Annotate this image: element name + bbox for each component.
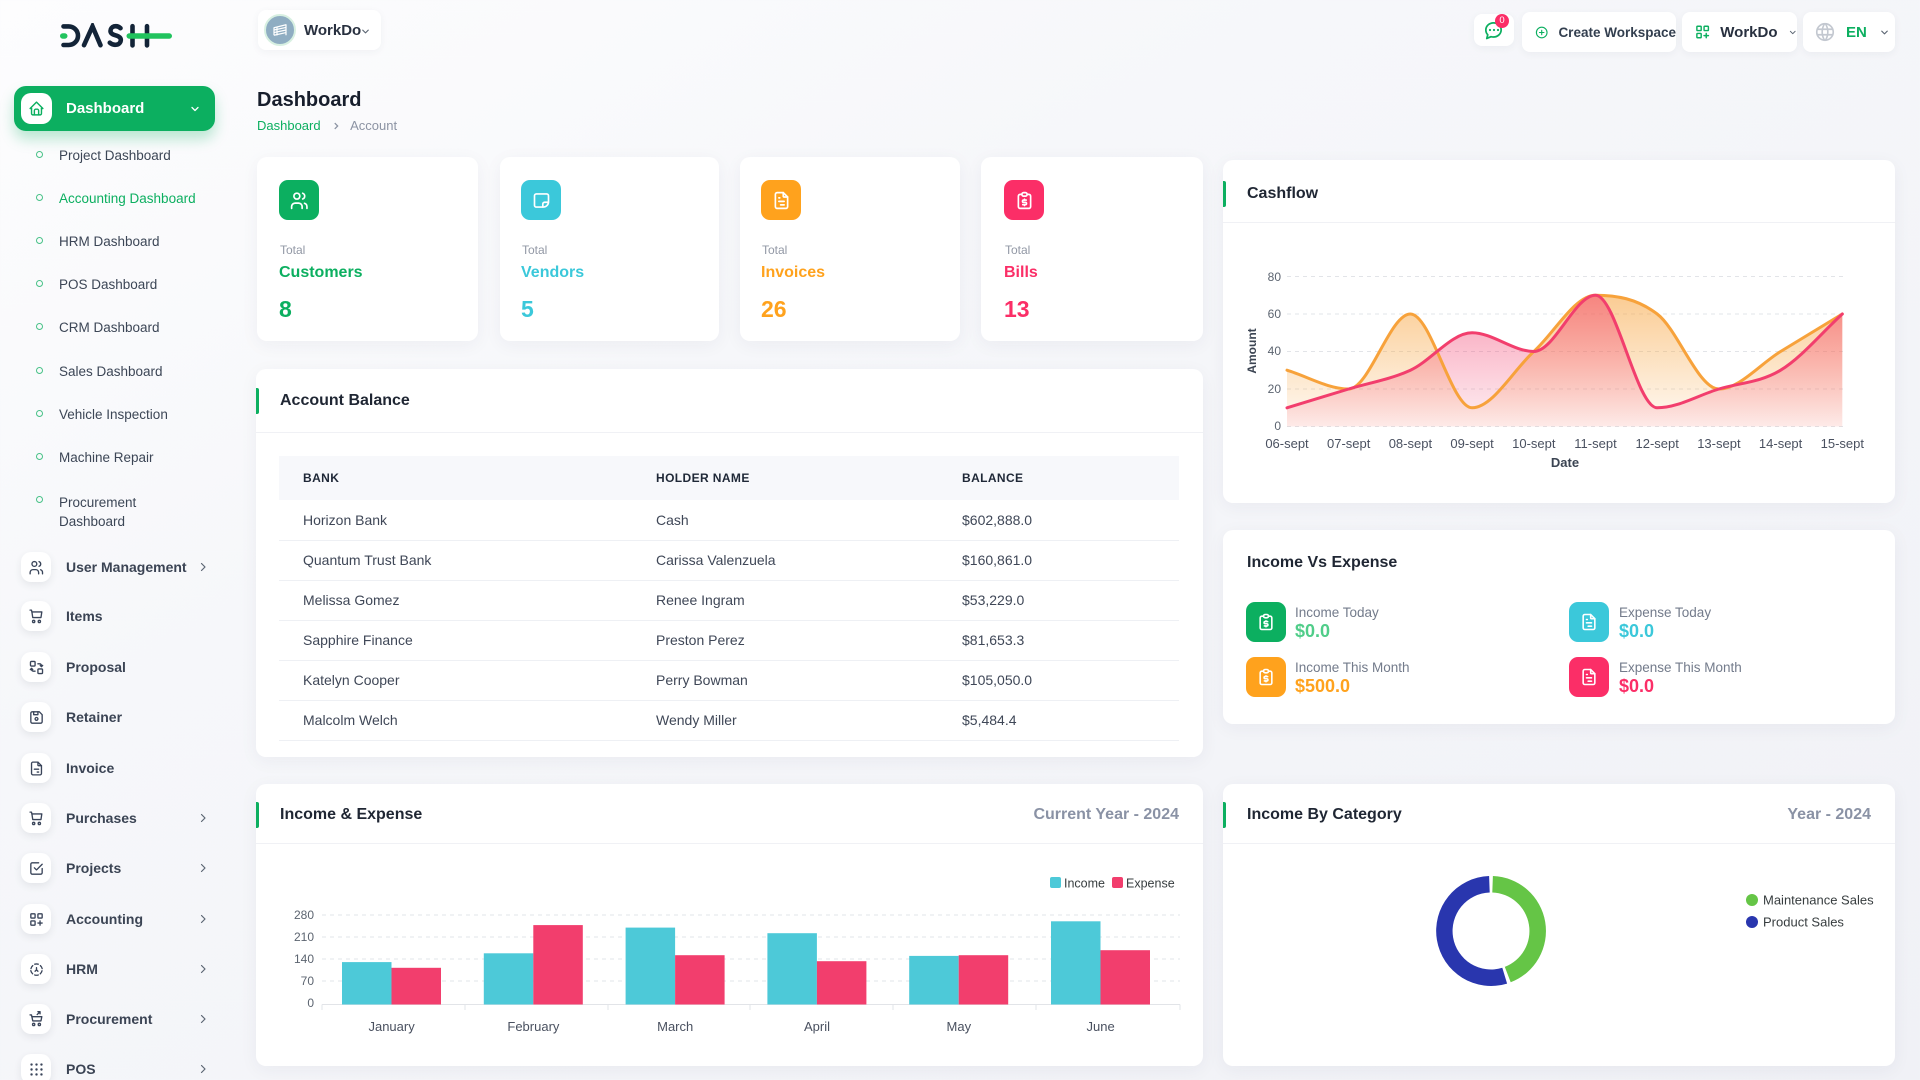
svg-text:Income: Income <box>1064 877 1105 891</box>
svg-text:April: April <box>804 1019 830 1034</box>
svg-text:Expense: Expense <box>1126 877 1175 891</box>
svg-text:210: 210 <box>294 930 314 944</box>
svg-text:07-sept: 07-sept <box>1327 436 1371 451</box>
svg-text:Product Sales: Product Sales <box>1763 915 1844 930</box>
svg-text:0: 0 <box>1274 419 1281 433</box>
svg-text:12-sept: 12-sept <box>1636 436 1680 451</box>
svg-text:11-sept: 11-sept <box>1574 436 1617 451</box>
svg-text:08-sept: 08-sept <box>1389 436 1433 451</box>
svg-text:60: 60 <box>1268 307 1282 321</box>
svg-text:13-sept: 13-sept <box>1697 436 1741 451</box>
svg-text:20: 20 <box>1268 382 1282 396</box>
svg-text:10-sept: 10-sept <box>1512 436 1556 451</box>
svg-text:140: 140 <box>294 952 314 966</box>
svg-text:February: February <box>507 1019 560 1034</box>
svg-text:70: 70 <box>301 974 315 988</box>
svg-text:09-sept: 09-sept <box>1450 436 1494 451</box>
svg-text:March: March <box>657 1019 693 1034</box>
svg-text:May: May <box>947 1019 972 1034</box>
svg-text:January: January <box>368 1019 415 1034</box>
svg-text:80: 80 <box>1268 270 1282 284</box>
svg-text:June: June <box>1086 1019 1114 1034</box>
svg-text:Maintenance Sales: Maintenance Sales <box>1763 893 1874 908</box>
svg-text:14-sept: 14-sept <box>1759 436 1803 451</box>
svg-text:Date: Date <box>1551 455 1579 470</box>
svg-text:Amount: Amount <box>1245 328 1259 373</box>
svg-text:40: 40 <box>1268 344 1282 358</box>
svg-text:0: 0 <box>307 996 314 1010</box>
svg-text:15-sept: 15-sept <box>1821 436 1865 451</box>
svg-text:280: 280 <box>294 908 314 922</box>
svg-text:06-sept: 06-sept <box>1265 436 1309 451</box>
